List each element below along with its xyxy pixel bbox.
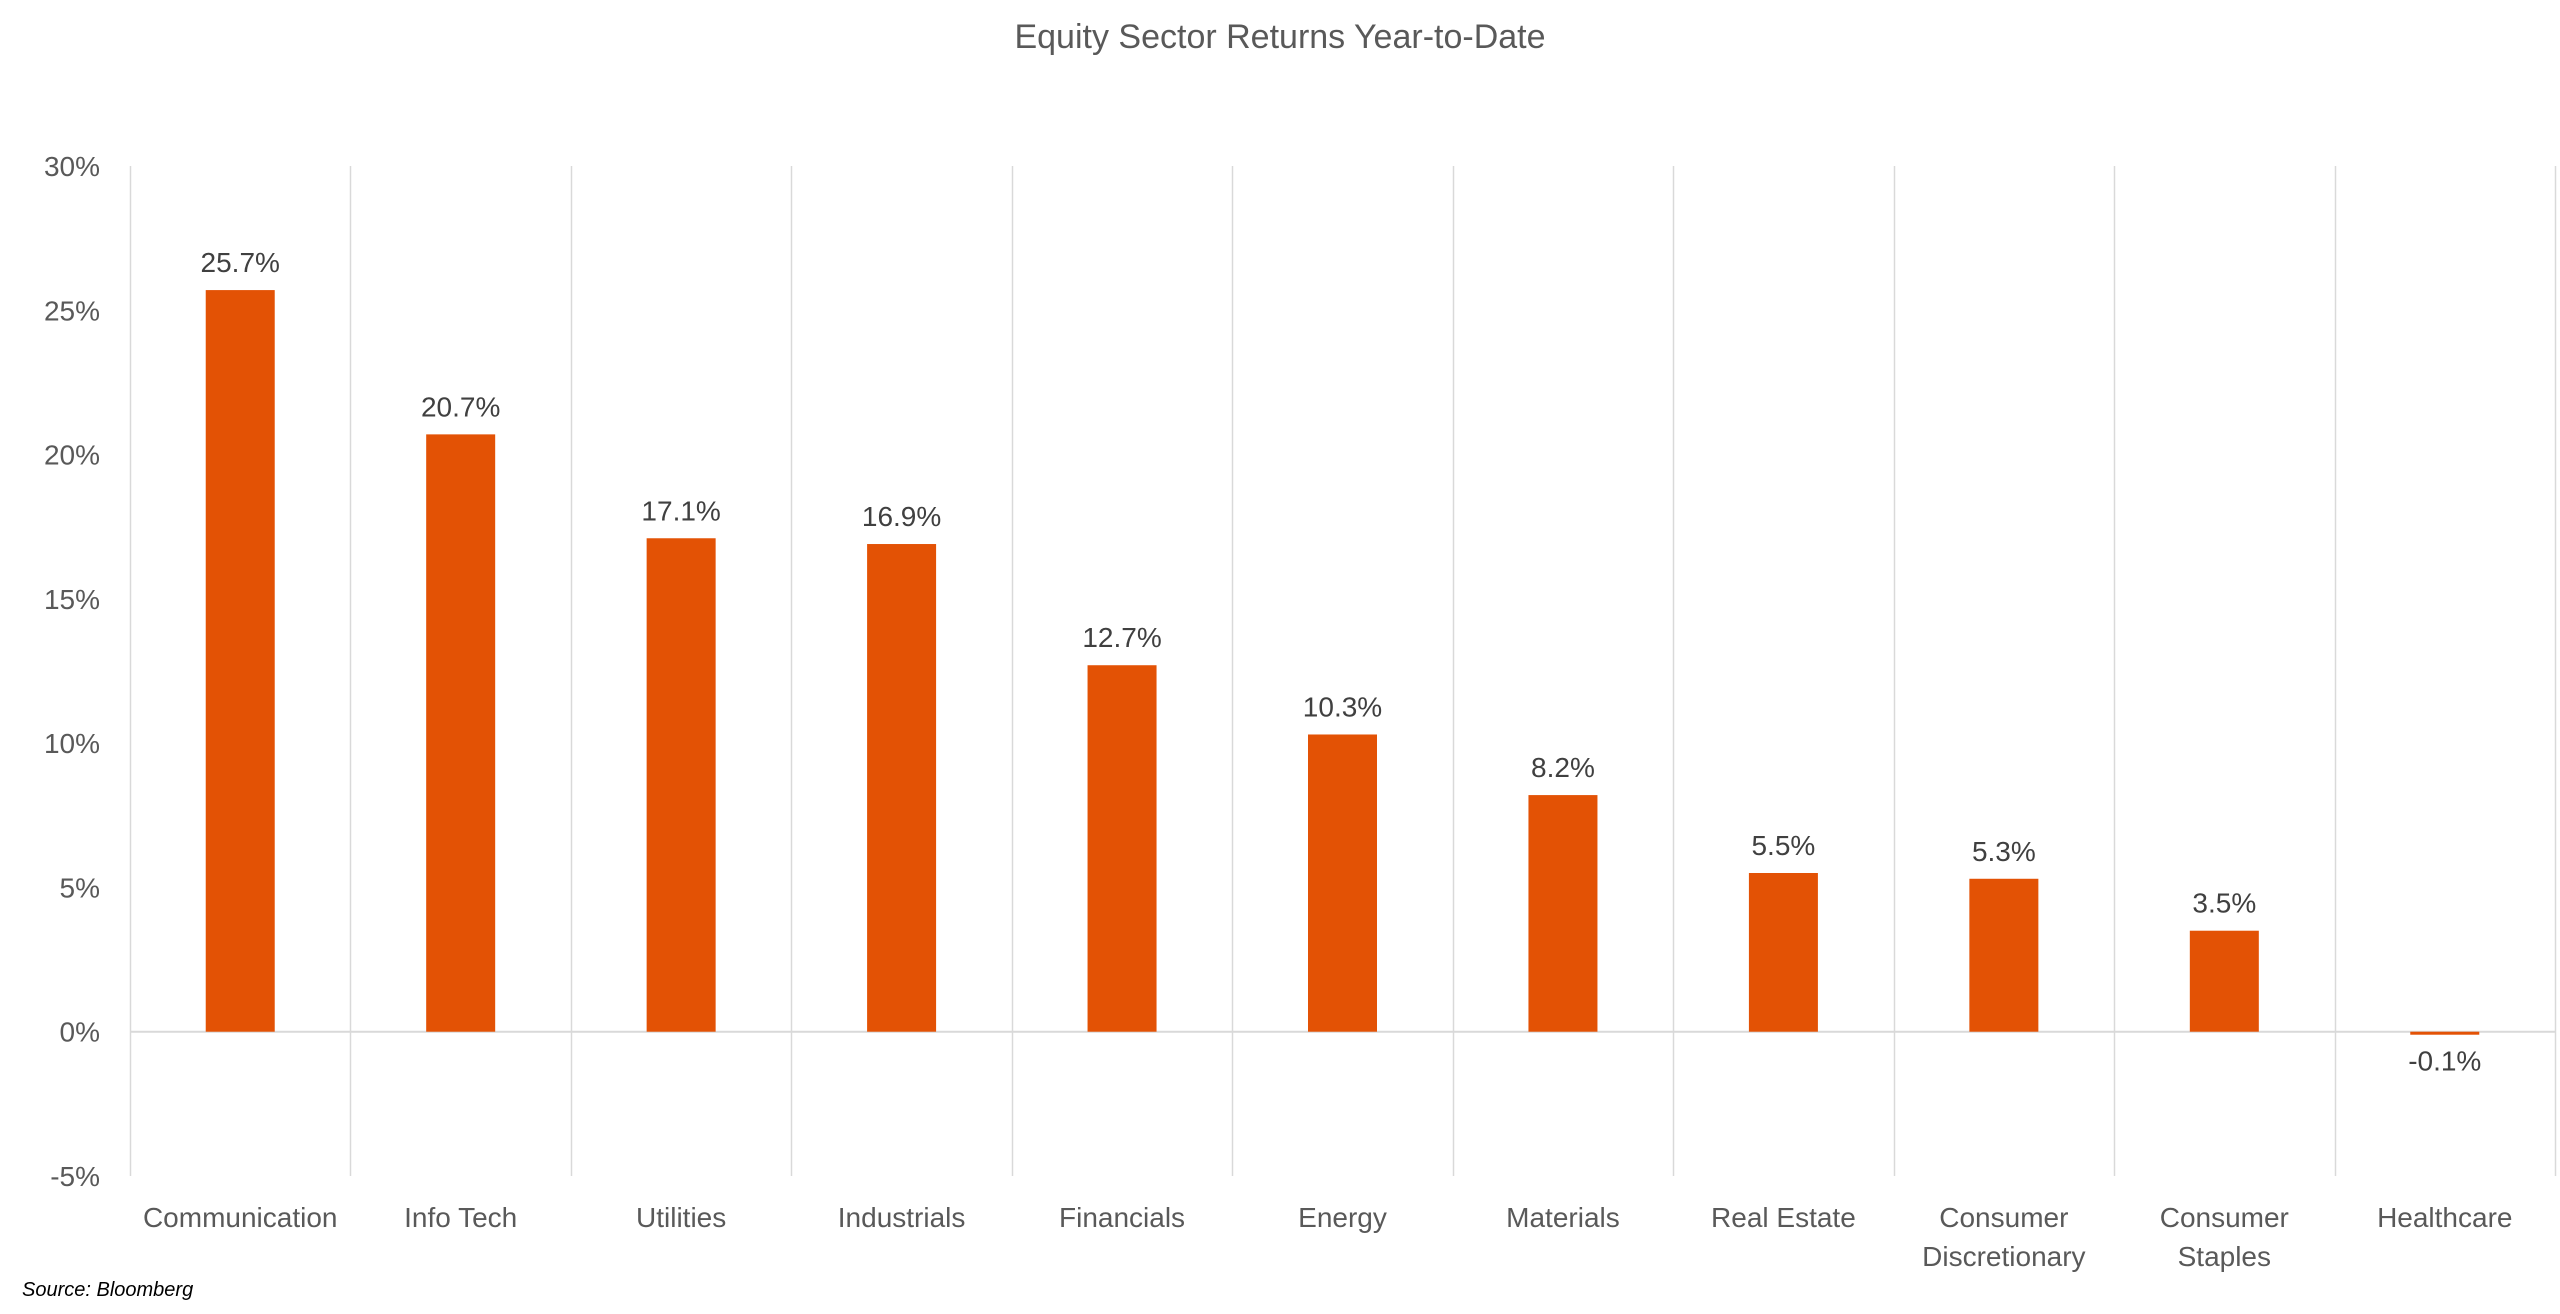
x-tick-label: Healthcare — [2377, 1202, 2512, 1233]
bar — [1528, 795, 1598, 1032]
x-tick-label: Consumer — [1939, 1202, 2068, 1233]
y-tick-label: 20% — [44, 440, 100, 471]
y-tick-label: 5% — [60, 872, 100, 903]
bar — [2189, 930, 2259, 1032]
x-tick-label: Info Tech — [404, 1202, 517, 1233]
x-tick-label: Materials — [1506, 1202, 1620, 1233]
data-label: 20.7% — [421, 391, 500, 422]
data-label: 16.9% — [862, 501, 941, 532]
data-label: 8.2% — [1531, 752, 1595, 783]
y-tick-label: 25% — [44, 295, 100, 326]
bar — [867, 544, 937, 1032]
data-label: 3.5% — [2192, 888, 2256, 919]
bar — [1748, 873, 1818, 1032]
bar — [1969, 878, 2039, 1032]
x-tick-label: Consumer — [2160, 1202, 2289, 1233]
y-tick-label: 0% — [60, 1017, 100, 1048]
data-label: 12.7% — [1082, 622, 1161, 653]
x-tick-label: Discretionary — [1922, 1241, 2085, 1272]
bar — [646, 538, 716, 1032]
x-tick-label: Energy — [1298, 1202, 1387, 1233]
x-tick-label: Communication — [143, 1202, 338, 1233]
x-tick-label: Utilities — [636, 1202, 726, 1233]
x-tick-label: Staples — [2178, 1241, 2271, 1272]
x-tick-label: Financials — [1059, 1202, 1185, 1233]
y-tick-label: 30% — [44, 151, 100, 182]
y-tick-label: 15% — [44, 584, 100, 615]
y-tick-label: 10% — [44, 728, 100, 759]
source-note: Source: Bloomberg — [22, 1279, 194, 1301]
chart-title: Equity Sector Returns Year-to-Date — [1014, 18, 1546, 56]
data-label: 5.5% — [1751, 830, 1815, 861]
data-label: 5.3% — [1972, 836, 2036, 867]
bar — [205, 290, 275, 1032]
data-label: 10.3% — [1303, 691, 1382, 722]
data-label: 25.7% — [201, 247, 280, 278]
bar — [1087, 665, 1157, 1032]
bar — [426, 434, 496, 1032]
y-tick-label: -5% — [50, 1161, 100, 1192]
x-tick-label: Real Estate — [1711, 1202, 1856, 1233]
x-tick-label: Industrials — [838, 1202, 966, 1233]
data-label: 17.1% — [641, 495, 720, 526]
bar — [1308, 734, 1377, 1032]
bar — [2410, 1031, 2480, 1035]
data-label: -0.1% — [2408, 1046, 2481, 1077]
